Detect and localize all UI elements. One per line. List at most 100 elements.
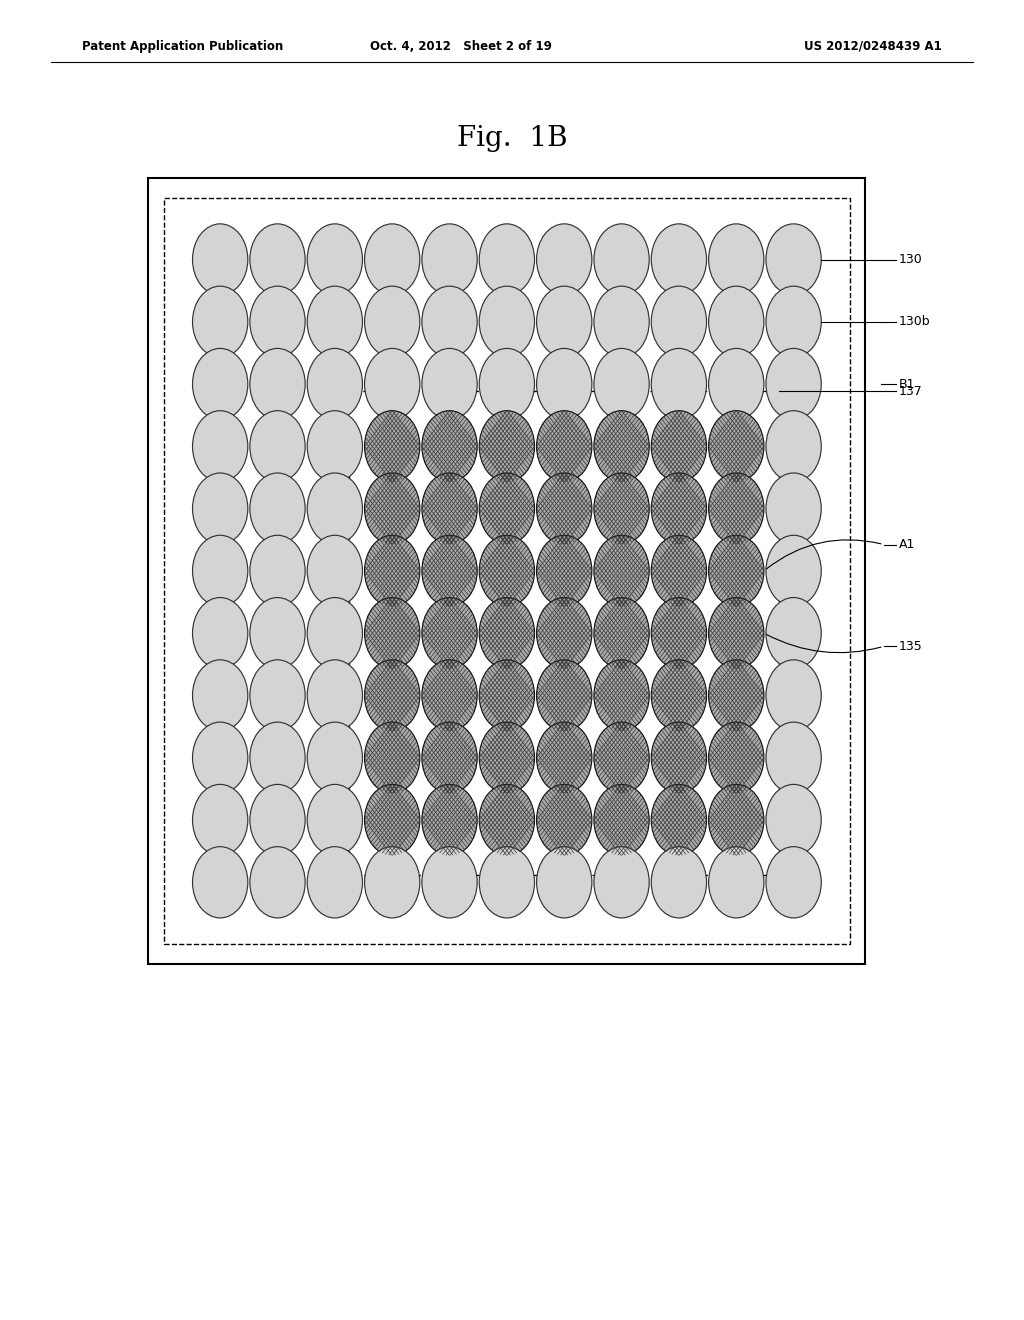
Circle shape bbox=[365, 473, 420, 544]
Circle shape bbox=[594, 348, 649, 420]
Circle shape bbox=[709, 784, 764, 855]
Circle shape bbox=[365, 348, 420, 420]
Circle shape bbox=[365, 598, 420, 669]
Circle shape bbox=[537, 224, 592, 296]
Circle shape bbox=[594, 660, 649, 731]
Circle shape bbox=[709, 348, 764, 420]
Circle shape bbox=[193, 536, 248, 607]
Bar bbox=[349, 391, 779, 875]
Circle shape bbox=[479, 722, 535, 793]
Circle shape bbox=[537, 473, 592, 544]
Circle shape bbox=[651, 473, 707, 544]
Circle shape bbox=[193, 411, 248, 482]
Circle shape bbox=[766, 722, 821, 793]
Text: B1: B1 bbox=[899, 378, 915, 391]
Circle shape bbox=[307, 224, 362, 296]
Circle shape bbox=[766, 348, 821, 420]
Circle shape bbox=[537, 784, 592, 855]
Circle shape bbox=[766, 411, 821, 482]
Circle shape bbox=[422, 473, 477, 544]
Circle shape bbox=[537, 348, 592, 420]
Circle shape bbox=[193, 846, 248, 917]
Circle shape bbox=[250, 411, 305, 482]
Circle shape bbox=[365, 784, 420, 855]
Circle shape bbox=[250, 598, 305, 669]
Circle shape bbox=[479, 598, 535, 669]
Bar bbox=[148, 178, 865, 964]
Text: Patent Application Publication: Patent Application Publication bbox=[82, 40, 284, 53]
Circle shape bbox=[537, 598, 592, 669]
Circle shape bbox=[307, 598, 362, 669]
Circle shape bbox=[594, 536, 649, 607]
Circle shape bbox=[594, 598, 649, 669]
Circle shape bbox=[365, 846, 420, 917]
Circle shape bbox=[250, 846, 305, 917]
Circle shape bbox=[537, 286, 592, 358]
Circle shape bbox=[422, 411, 477, 482]
Text: Oct. 4, 2012   Sheet 2 of 19: Oct. 4, 2012 Sheet 2 of 19 bbox=[370, 40, 552, 53]
Circle shape bbox=[709, 846, 764, 917]
Circle shape bbox=[193, 473, 248, 544]
Circle shape bbox=[365, 722, 420, 793]
Circle shape bbox=[479, 846, 535, 917]
Circle shape bbox=[422, 784, 477, 855]
Circle shape bbox=[651, 286, 707, 358]
Circle shape bbox=[193, 784, 248, 855]
Circle shape bbox=[594, 784, 649, 855]
Text: 130: 130 bbox=[899, 253, 923, 267]
Circle shape bbox=[307, 660, 362, 731]
Circle shape bbox=[307, 286, 362, 358]
Circle shape bbox=[709, 660, 764, 731]
Circle shape bbox=[479, 286, 535, 358]
Circle shape bbox=[422, 722, 477, 793]
Circle shape bbox=[479, 348, 535, 420]
Circle shape bbox=[422, 660, 477, 731]
Circle shape bbox=[594, 722, 649, 793]
Circle shape bbox=[766, 846, 821, 917]
Text: 137: 137 bbox=[899, 384, 923, 397]
Circle shape bbox=[709, 473, 764, 544]
Circle shape bbox=[709, 411, 764, 482]
Circle shape bbox=[709, 722, 764, 793]
Circle shape bbox=[365, 224, 420, 296]
Circle shape bbox=[651, 224, 707, 296]
Circle shape bbox=[307, 722, 362, 793]
Circle shape bbox=[537, 846, 592, 917]
Circle shape bbox=[651, 536, 707, 607]
Circle shape bbox=[766, 784, 821, 855]
Circle shape bbox=[307, 784, 362, 855]
Circle shape bbox=[766, 473, 821, 544]
Circle shape bbox=[193, 598, 248, 669]
Circle shape bbox=[250, 722, 305, 793]
Circle shape bbox=[193, 224, 248, 296]
Circle shape bbox=[766, 286, 821, 358]
Circle shape bbox=[307, 348, 362, 420]
Circle shape bbox=[537, 722, 592, 793]
Circle shape bbox=[193, 286, 248, 358]
Circle shape bbox=[709, 286, 764, 358]
Text: A1: A1 bbox=[899, 539, 915, 550]
Circle shape bbox=[651, 348, 707, 420]
Circle shape bbox=[365, 536, 420, 607]
Circle shape bbox=[422, 286, 477, 358]
Circle shape bbox=[422, 536, 477, 607]
Circle shape bbox=[766, 660, 821, 731]
Circle shape bbox=[537, 536, 592, 607]
Circle shape bbox=[766, 598, 821, 669]
Circle shape bbox=[766, 224, 821, 296]
Circle shape bbox=[250, 224, 305, 296]
Circle shape bbox=[250, 348, 305, 420]
Circle shape bbox=[709, 598, 764, 669]
Circle shape bbox=[479, 660, 535, 731]
Circle shape bbox=[250, 784, 305, 855]
Circle shape bbox=[250, 660, 305, 731]
Circle shape bbox=[307, 473, 362, 544]
Circle shape bbox=[709, 536, 764, 607]
Circle shape bbox=[479, 473, 535, 544]
Circle shape bbox=[594, 846, 649, 917]
Circle shape bbox=[193, 722, 248, 793]
Circle shape bbox=[651, 722, 707, 793]
Circle shape bbox=[307, 536, 362, 607]
Circle shape bbox=[651, 784, 707, 855]
Circle shape bbox=[651, 598, 707, 669]
